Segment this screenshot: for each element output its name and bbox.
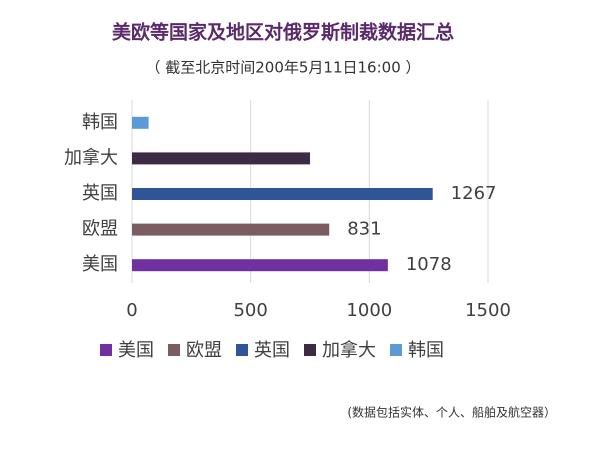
bar (132, 116, 149, 129)
footnote: (数据包括实体、个人、船舶及航空器） (347, 405, 556, 420)
x-tick-label: 1000 (346, 300, 392, 321)
legend-swatch (304, 344, 316, 356)
bar (132, 188, 433, 200)
data-label: 831 (347, 219, 381, 240)
chart-title: 美欧等国家及地区对俄罗斯制裁数据汇总 (112, 21, 454, 44)
legend-swatch (236, 344, 248, 356)
legend-swatch (168, 344, 180, 356)
legend-swatch (390, 344, 402, 356)
y-tick-label: 美国 (82, 254, 118, 275)
legend-label: 美国 (118, 340, 154, 361)
legend-label: 英国 (254, 340, 290, 361)
data-label: 1078 (406, 254, 452, 275)
y-tick-label: 英国 (82, 183, 118, 204)
bar (132, 259, 388, 272)
x-tick-label: 0 (126, 300, 137, 321)
legend-swatch (100, 344, 112, 356)
bar (132, 152, 310, 165)
legend-label: 加拿大 (322, 339, 376, 361)
bar (132, 223, 330, 236)
data-label: 1267 (451, 183, 497, 204)
chart-subtitle: （ 截至北京时间200年5月11日16:00 ） (145, 59, 420, 77)
legend-label: 韩国 (408, 340, 444, 361)
x-tick-label: 1500 (465, 300, 511, 321)
y-tick-label: 韩国 (82, 112, 118, 133)
y-tick-label: 加拿大 (64, 146, 118, 168)
legend-label: 欧盟 (186, 340, 222, 361)
x-tick-label: 500 (233, 300, 267, 321)
y-tick-label: 欧盟 (82, 219, 118, 240)
